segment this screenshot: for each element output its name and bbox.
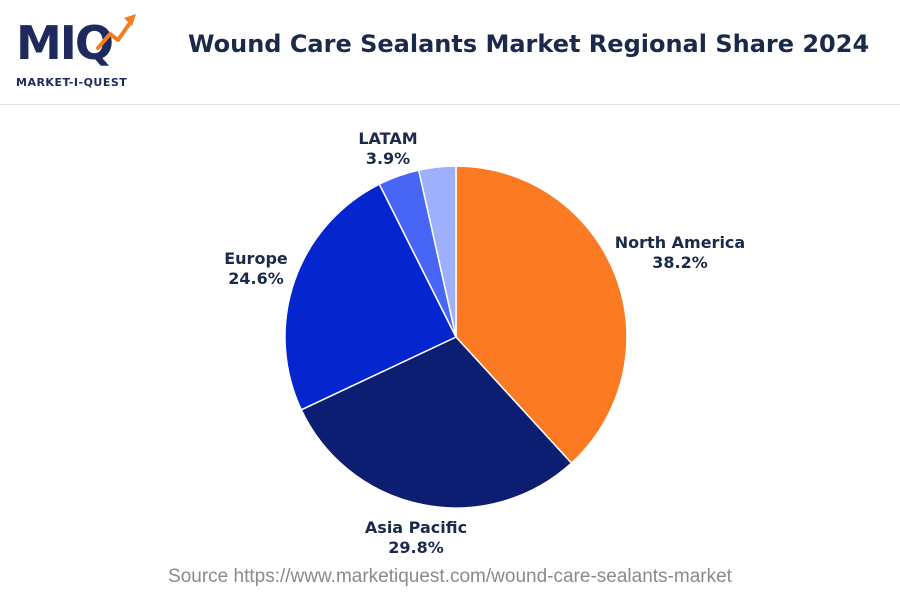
pie-slice-other — [417, 165, 457, 338]
company-logo: MIQ MARKET-I-QUEST — [16, 10, 140, 94]
slice-label-latam: LATAM — [358, 129, 417, 148]
slice-value-latam: 3.9% — [366, 149, 410, 168]
slice-value-asia-pacific: 29.8% — [388, 538, 444, 557]
header-divider — [0, 104, 900, 105]
growth-arrow-icon — [96, 14, 136, 50]
slice-label-north-america: North America — [615, 233, 745, 252]
header: MIQ MARKET-I-QUEST Wound Care Sealants M… — [0, 0, 900, 104]
slice-value-europe: 24.6% — [228, 269, 284, 288]
logo-wordmark: MIQ — [16, 16, 114, 70]
slice-label-asia-pacific: Asia Pacific — [365, 518, 467, 537]
pie-slice-north-america — [455, 165, 628, 465]
pie-slices — [284, 165, 628, 509]
slice-value-north-america: 38.2% — [652, 253, 708, 272]
logo-subtitle: MARKET-I-QUEST — [16, 76, 128, 89]
page-title: Wound Care Sealants Market Regional Shar… — [188, 30, 870, 58]
pie-slice-asia-pacific — [300, 336, 573, 509]
source-caption: Source https://www.marketiquest.com/woun… — [168, 566, 732, 587]
pie-slice-europe — [284, 183, 458, 411]
slice-label-europe: Europe — [224, 249, 288, 268]
